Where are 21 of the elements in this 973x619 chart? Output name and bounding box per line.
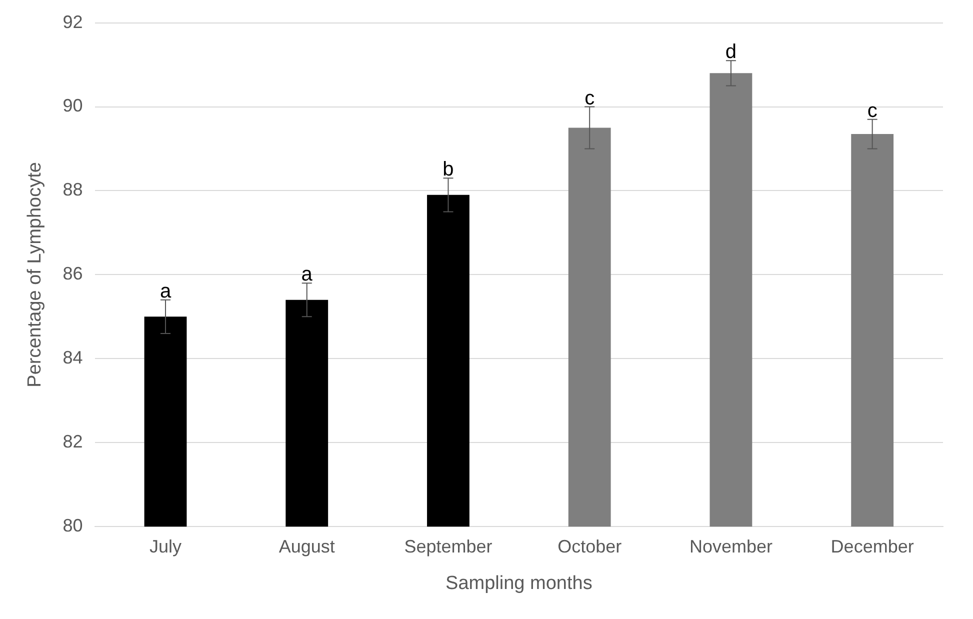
x-tick-label: October [558, 536, 622, 556]
y-tick-label: 88 [62, 180, 83, 200]
y-tick-label: 80 [62, 516, 83, 536]
y-tick-label: 84 [62, 348, 83, 368]
y-tick-label: 82 [62, 432, 83, 452]
x-tick-label: August [278, 536, 335, 556]
annotation: a [160, 280, 172, 302]
x-tick-label: December [830, 536, 914, 556]
y-tick-label: 92 [62, 12, 83, 32]
x-tick-label: September [404, 536, 492, 556]
annotation: c [867, 100, 878, 122]
y-axis-title: Percentage of Lymphocyte [24, 162, 46, 388]
annotation: b [442, 158, 454, 181]
y-tick-label: 90 [62, 96, 83, 116]
y-tick-label: 86 [62, 264, 83, 284]
annotation: c [584, 87, 595, 110]
annotation: d [725, 41, 737, 64]
x-axis-title: Sampling months [446, 572, 592, 594]
annotation: a [301, 264, 314, 286]
x-tick-label: November [689, 536, 772, 556]
x-tick-label: July [149, 536, 182, 556]
